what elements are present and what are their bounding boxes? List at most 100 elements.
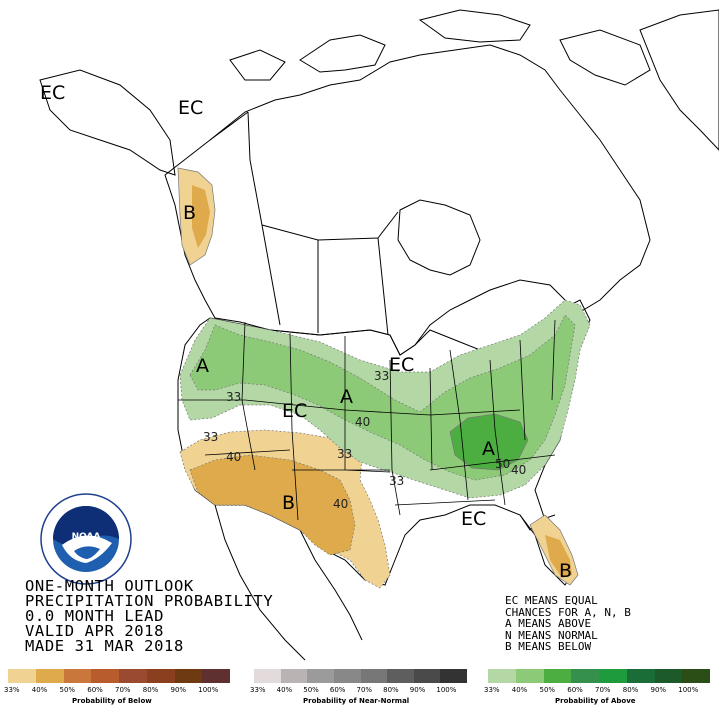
title-line: MADE 31 MAR 2018	[25, 637, 184, 655]
below-normal-areas	[177, 167, 579, 589]
outlook-title-block: ONE-MONTH OUTLOOK PRECIPITATION PROBABIL…	[25, 577, 274, 655]
contour-label: 40	[333, 497, 349, 511]
alaska-coast	[39, 69, 176, 176]
b-label-panhandle: B	[183, 202, 197, 224]
noaa-logo: NOAA	[40, 493, 132, 585]
below-40-panhandle	[192, 185, 210, 248]
a-label-plains: A	[340, 386, 353, 408]
above-50-ohio-valley	[449, 413, 529, 471]
below-scale-tick: 80%	[142, 686, 159, 694]
a-label-ohio-valley: A	[482, 438, 495, 460]
above-scale-tick: 70%	[595, 686, 611, 694]
title-line: VALID APR 2018	[25, 622, 165, 640]
normal-scale-swatch	[254, 669, 281, 683]
legend-line: N MEANS NORMAL	[505, 628, 598, 642]
legend-key: EC MEANS EQUAL CHANCES FOR A, N, B A MEA…	[505, 595, 631, 653]
logo-wordmark: NOAA	[72, 532, 101, 542]
above-scale-swatch	[626, 669, 655, 683]
normal-scale-tick: 90%	[409, 686, 426, 694]
contour-label: 33	[203, 430, 219, 444]
above-scale-tick: 80%	[622, 686, 639, 694]
normal-scale-swatch	[307, 669, 334, 683]
contour-label: 40	[511, 463, 527, 477]
near-normal-color-scale	[254, 669, 467, 683]
normal-scale-swatch	[440, 669, 467, 683]
below-scale-swatch	[91, 669, 119, 683]
legend-line: CHANCES FOR A, N, B	[505, 605, 631, 619]
legend-line: B MEANS BELOW	[505, 640, 592, 653]
normal-scale-swatch	[360, 669, 388, 683]
normal-scale-tick: 80%	[383, 686, 399, 694]
below-40-southwest	[189, 454, 356, 556]
normal-scale-swatch	[413, 669, 441, 683]
ec-label-southwest: EC	[282, 400, 308, 422]
above-scale-swatch	[543, 669, 572, 683]
above-scale-swatch	[599, 669, 627, 683]
title-line: 0.0 MONTH LEAD	[25, 607, 165, 625]
above-scale-tick: 100%	[678, 686, 699, 694]
normal-scale-tick: 70%	[356, 686, 373, 694]
above-scale-swatch	[571, 669, 599, 683]
below-scale-tick: 50%	[59, 686, 76, 694]
above-scale-tick: 90%	[650, 686, 667, 694]
title-line: PRECIPITATION PROBABILITY	[25, 592, 274, 610]
above-color-scale	[488, 669, 710, 683]
title-line: ONE-MONTH OUTLOOK	[25, 577, 194, 595]
legend-line: EC MEANS EQUAL	[505, 594, 598, 607]
below-scale-tick: 100%	[198, 686, 219, 694]
b-label-florida: B	[559, 560, 573, 582]
normal-scale-swatch	[333, 669, 361, 683]
normal-scale-tick: 100%	[436, 686, 457, 694]
b-label-southwest: B	[282, 492, 296, 514]
normal-scale-swatch	[280, 669, 308, 683]
below-scale-swatch	[174, 669, 203, 683]
below-40-florida	[545, 535, 572, 578]
above-scale-tick: 33%	[484, 686, 500, 694]
near-normal-scale-caption: Probability of Near-Normal	[303, 697, 410, 705]
below-scale-swatch	[35, 669, 64, 683]
ec-label-alaska-east: EC	[178, 97, 204, 119]
contour-label: 33	[226, 390, 242, 404]
below-scale-swatch	[63, 669, 92, 683]
normal-scale-tick: 60%	[329, 686, 346, 694]
contour-label: 40	[226, 450, 242, 464]
ec-label-alaska-west: EC	[40, 82, 66, 104]
above-normal-areas	[179, 299, 591, 499]
above-scale-swatch	[654, 669, 683, 683]
below-scale-tick: 33%	[4, 686, 20, 694]
hudson-bay-outline	[397, 199, 481, 276]
above-scale-caption: Probability of Above	[555, 697, 636, 705]
legend-line: A MEANS ABOVE	[505, 617, 592, 630]
above-scale-swatch	[488, 669, 516, 683]
mexico-outline	[214, 504, 363, 661]
below-scale-swatch	[119, 669, 147, 683]
state-lines	[178, 319, 556, 521]
a-label-northwest: A	[196, 355, 209, 377]
normal-scale-tick: 40%	[276, 686, 293, 694]
normal-scale-tick: 50%	[303, 686, 319, 694]
greenland-coast	[639, 9, 719, 151]
below-scale-swatch	[146, 669, 175, 683]
above-scale-tick: 60%	[567, 686, 583, 694]
below-scale-tick: 60%	[87, 686, 103, 694]
contour-label: 33	[374, 369, 390, 383]
below-scale-tick: 90%	[170, 686, 187, 694]
below-scale-swatch	[8, 669, 36, 683]
contour-label: 50	[495, 457, 511, 471]
below-scale-caption: Probability of Below	[72, 697, 152, 705]
above-scale-swatch	[515, 669, 544, 683]
ec-label-north: EC	[389, 354, 415, 376]
normal-scale-swatch	[387, 669, 414, 683]
above-scale-tick: 40%	[511, 686, 528, 694]
contour-label: 33	[389, 474, 405, 488]
above-scale-swatch	[682, 669, 710, 683]
below-scale-swatch	[202, 669, 230, 683]
province-borders	[209, 111, 399, 336]
below-color-scale	[8, 669, 230, 683]
arctic-islands	[229, 9, 651, 86]
below-scale-tick: 40%	[31, 686, 48, 694]
below-scale-tick: 70%	[115, 686, 131, 694]
contour-label: 40	[355, 415, 371, 429]
